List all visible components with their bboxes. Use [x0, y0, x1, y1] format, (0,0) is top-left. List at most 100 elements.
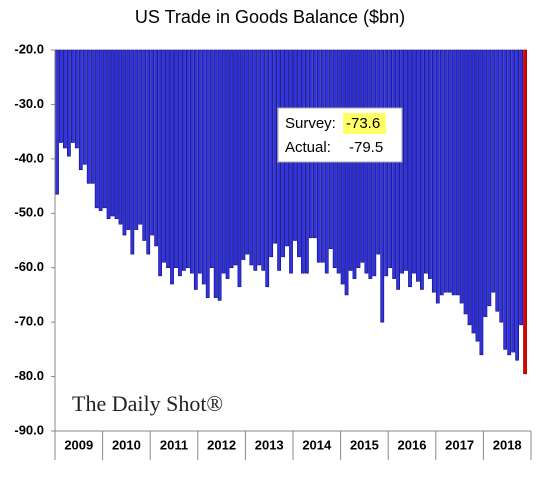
x-tick-label: 2013 [255, 437, 284, 452]
bar [499, 49, 504, 323]
bar [372, 49, 377, 277]
x-tick-label: 2014 [302, 437, 332, 452]
bar [495, 49, 500, 312]
bar [245, 49, 250, 255]
bar [249, 49, 254, 266]
actual-value: -79.5 [349, 139, 383, 156]
bar [451, 49, 456, 296]
bar [241, 49, 246, 260]
x-tick-label: 2012 [207, 437, 236, 452]
bar [515, 49, 519, 361]
bar [59, 49, 63, 143]
bar [178, 49, 182, 277]
bar [340, 49, 345, 285]
x-tick-label: 2018 [493, 437, 522, 452]
bar [221, 49, 226, 274]
bar [213, 49, 218, 298]
bar [209, 49, 214, 269]
x-tick-label: 2009 [64, 437, 93, 452]
bar [423, 49, 428, 274]
bar [146, 49, 151, 255]
bar [408, 49, 412, 288]
highlight [343, 113, 386, 134]
survey-value: -73.6 [346, 115, 380, 132]
bar [265, 49, 270, 288]
bar [67, 49, 71, 157]
survey-label: Survey: [285, 115, 336, 132]
bar [507, 49, 512, 356]
bar [233, 49, 238, 266]
x-tick-label: 2017 [445, 437, 474, 452]
bar [523, 49, 527, 375]
bar [225, 49, 230, 279]
bar [201, 49, 206, 285]
bar [503, 49, 508, 350]
bar [237, 49, 242, 288]
bar [471, 49, 476, 334]
bar [467, 49, 472, 326]
bar [78, 49, 83, 171]
bar [380, 49, 385, 323]
bar [420, 49, 424, 290]
bar [166, 49, 170, 269]
y-tick-label: -50.0 [14, 205, 44, 220]
bar [491, 49, 496, 293]
bar [138, 49, 143, 225]
bar [197, 49, 202, 274]
bar [186, 49, 190, 269]
y-tick-label: -30.0 [14, 96, 44, 111]
bar [182, 49, 186, 271]
y-tick-label: -80.0 [14, 368, 44, 383]
bar [82, 49, 87, 165]
bar [189, 49, 194, 274]
bar [261, 49, 266, 271]
bar [435, 49, 440, 304]
bar [257, 49, 262, 266]
bar [427, 49, 432, 279]
bar [487, 49, 492, 307]
bar [126, 49, 131, 230]
bar [269, 49, 274, 258]
bar [110, 49, 115, 217]
bar [55, 49, 59, 195]
bar [90, 49, 95, 184]
bar [475, 49, 480, 342]
y-tick-label: -20.0 [14, 41, 44, 56]
bar [193, 49, 198, 290]
x-tick-label: 2011 [160, 437, 188, 452]
bar [412, 49, 416, 274]
bar [519, 49, 523, 326]
x-tick-label: 2010 [112, 437, 141, 452]
bar [479, 49, 484, 356]
chart-title: US Trade in Goods Balance ($bn) [135, 7, 405, 27]
bar [118, 49, 123, 225]
bar [158, 49, 163, 277]
bar [404, 49, 408, 271]
bar [443, 49, 448, 293]
bar [142, 49, 147, 241]
bar [170, 49, 174, 285]
bar [273, 49, 278, 244]
bar [98, 49, 103, 211]
bar [114, 49, 119, 220]
bar [122, 49, 127, 236]
bar [253, 49, 258, 271]
bar [74, 49, 79, 149]
actual-label: Actual: [285, 139, 331, 156]
bar [447, 49, 452, 293]
bar [463, 49, 468, 315]
y-tick-label: -40.0 [14, 150, 44, 165]
bar [154, 49, 159, 247]
bar [70, 49, 75, 143]
bar [102, 49, 107, 209]
bar [229, 49, 234, 269]
bar [352, 49, 357, 279]
x-tick-label: 2015 [350, 437, 379, 452]
bar [205, 49, 210, 298]
bar [217, 49, 222, 301]
bar [174, 49, 178, 269]
bar [431, 49, 436, 293]
bar [94, 49, 99, 209]
bar [134, 49, 139, 230]
bar [511, 49, 516, 353]
